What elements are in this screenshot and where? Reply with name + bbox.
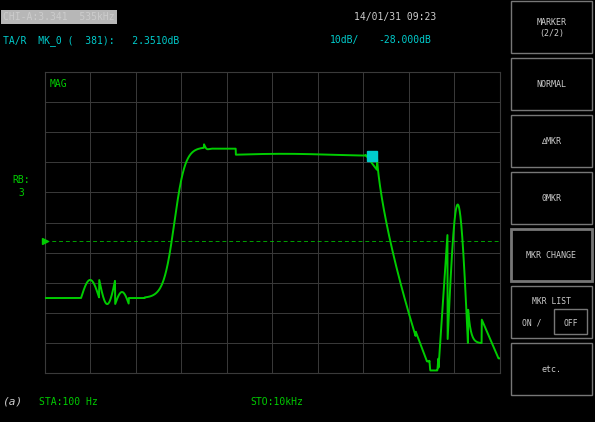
FancyBboxPatch shape: [511, 172, 591, 224]
FancyBboxPatch shape: [511, 286, 591, 338]
FancyBboxPatch shape: [511, 1, 591, 53]
Text: RB:
 3: RB: 3: [12, 175, 30, 197]
Text: etc.: etc.: [541, 365, 561, 374]
Text: MAG: MAG: [49, 79, 67, 89]
Text: NORMAL: NORMAL: [536, 80, 566, 89]
Text: STA:100 Hz: STA:100 Hz: [39, 397, 98, 407]
Text: MARKER
(2/2): MARKER (2/2): [536, 18, 566, 38]
Text: ON /: ON /: [522, 319, 542, 327]
Text: STO:10kHz: STO:10kHz: [250, 397, 303, 407]
Text: 14/01/31 09:23: 14/01/31 09:23: [354, 12, 436, 22]
Text: MKR CHANGE: MKR CHANGE: [526, 251, 577, 260]
FancyBboxPatch shape: [511, 115, 591, 167]
Text: ∆MKR: ∆MKR: [541, 137, 561, 146]
FancyBboxPatch shape: [511, 343, 591, 395]
Text: 10dB/: 10dB/: [330, 35, 359, 45]
FancyBboxPatch shape: [554, 309, 587, 334]
Text: MKR LIST: MKR LIST: [532, 297, 571, 306]
Text: OFF: OFF: [563, 319, 578, 327]
Text: CHI-A:3.341  535kHz: CHI-A:3.341 535kHz: [3, 12, 115, 22]
FancyBboxPatch shape: [511, 229, 591, 281]
Text: TA/R  MK_0 (  381):   2.3510dB: TA/R MK_0 ( 381): 2.3510dB: [3, 35, 179, 46]
Text: 0MKR: 0MKR: [541, 194, 561, 203]
Text: (a): (a): [3, 397, 23, 407]
Text: -28.000dB: -28.000dB: [378, 35, 431, 45]
FancyBboxPatch shape: [511, 58, 591, 110]
